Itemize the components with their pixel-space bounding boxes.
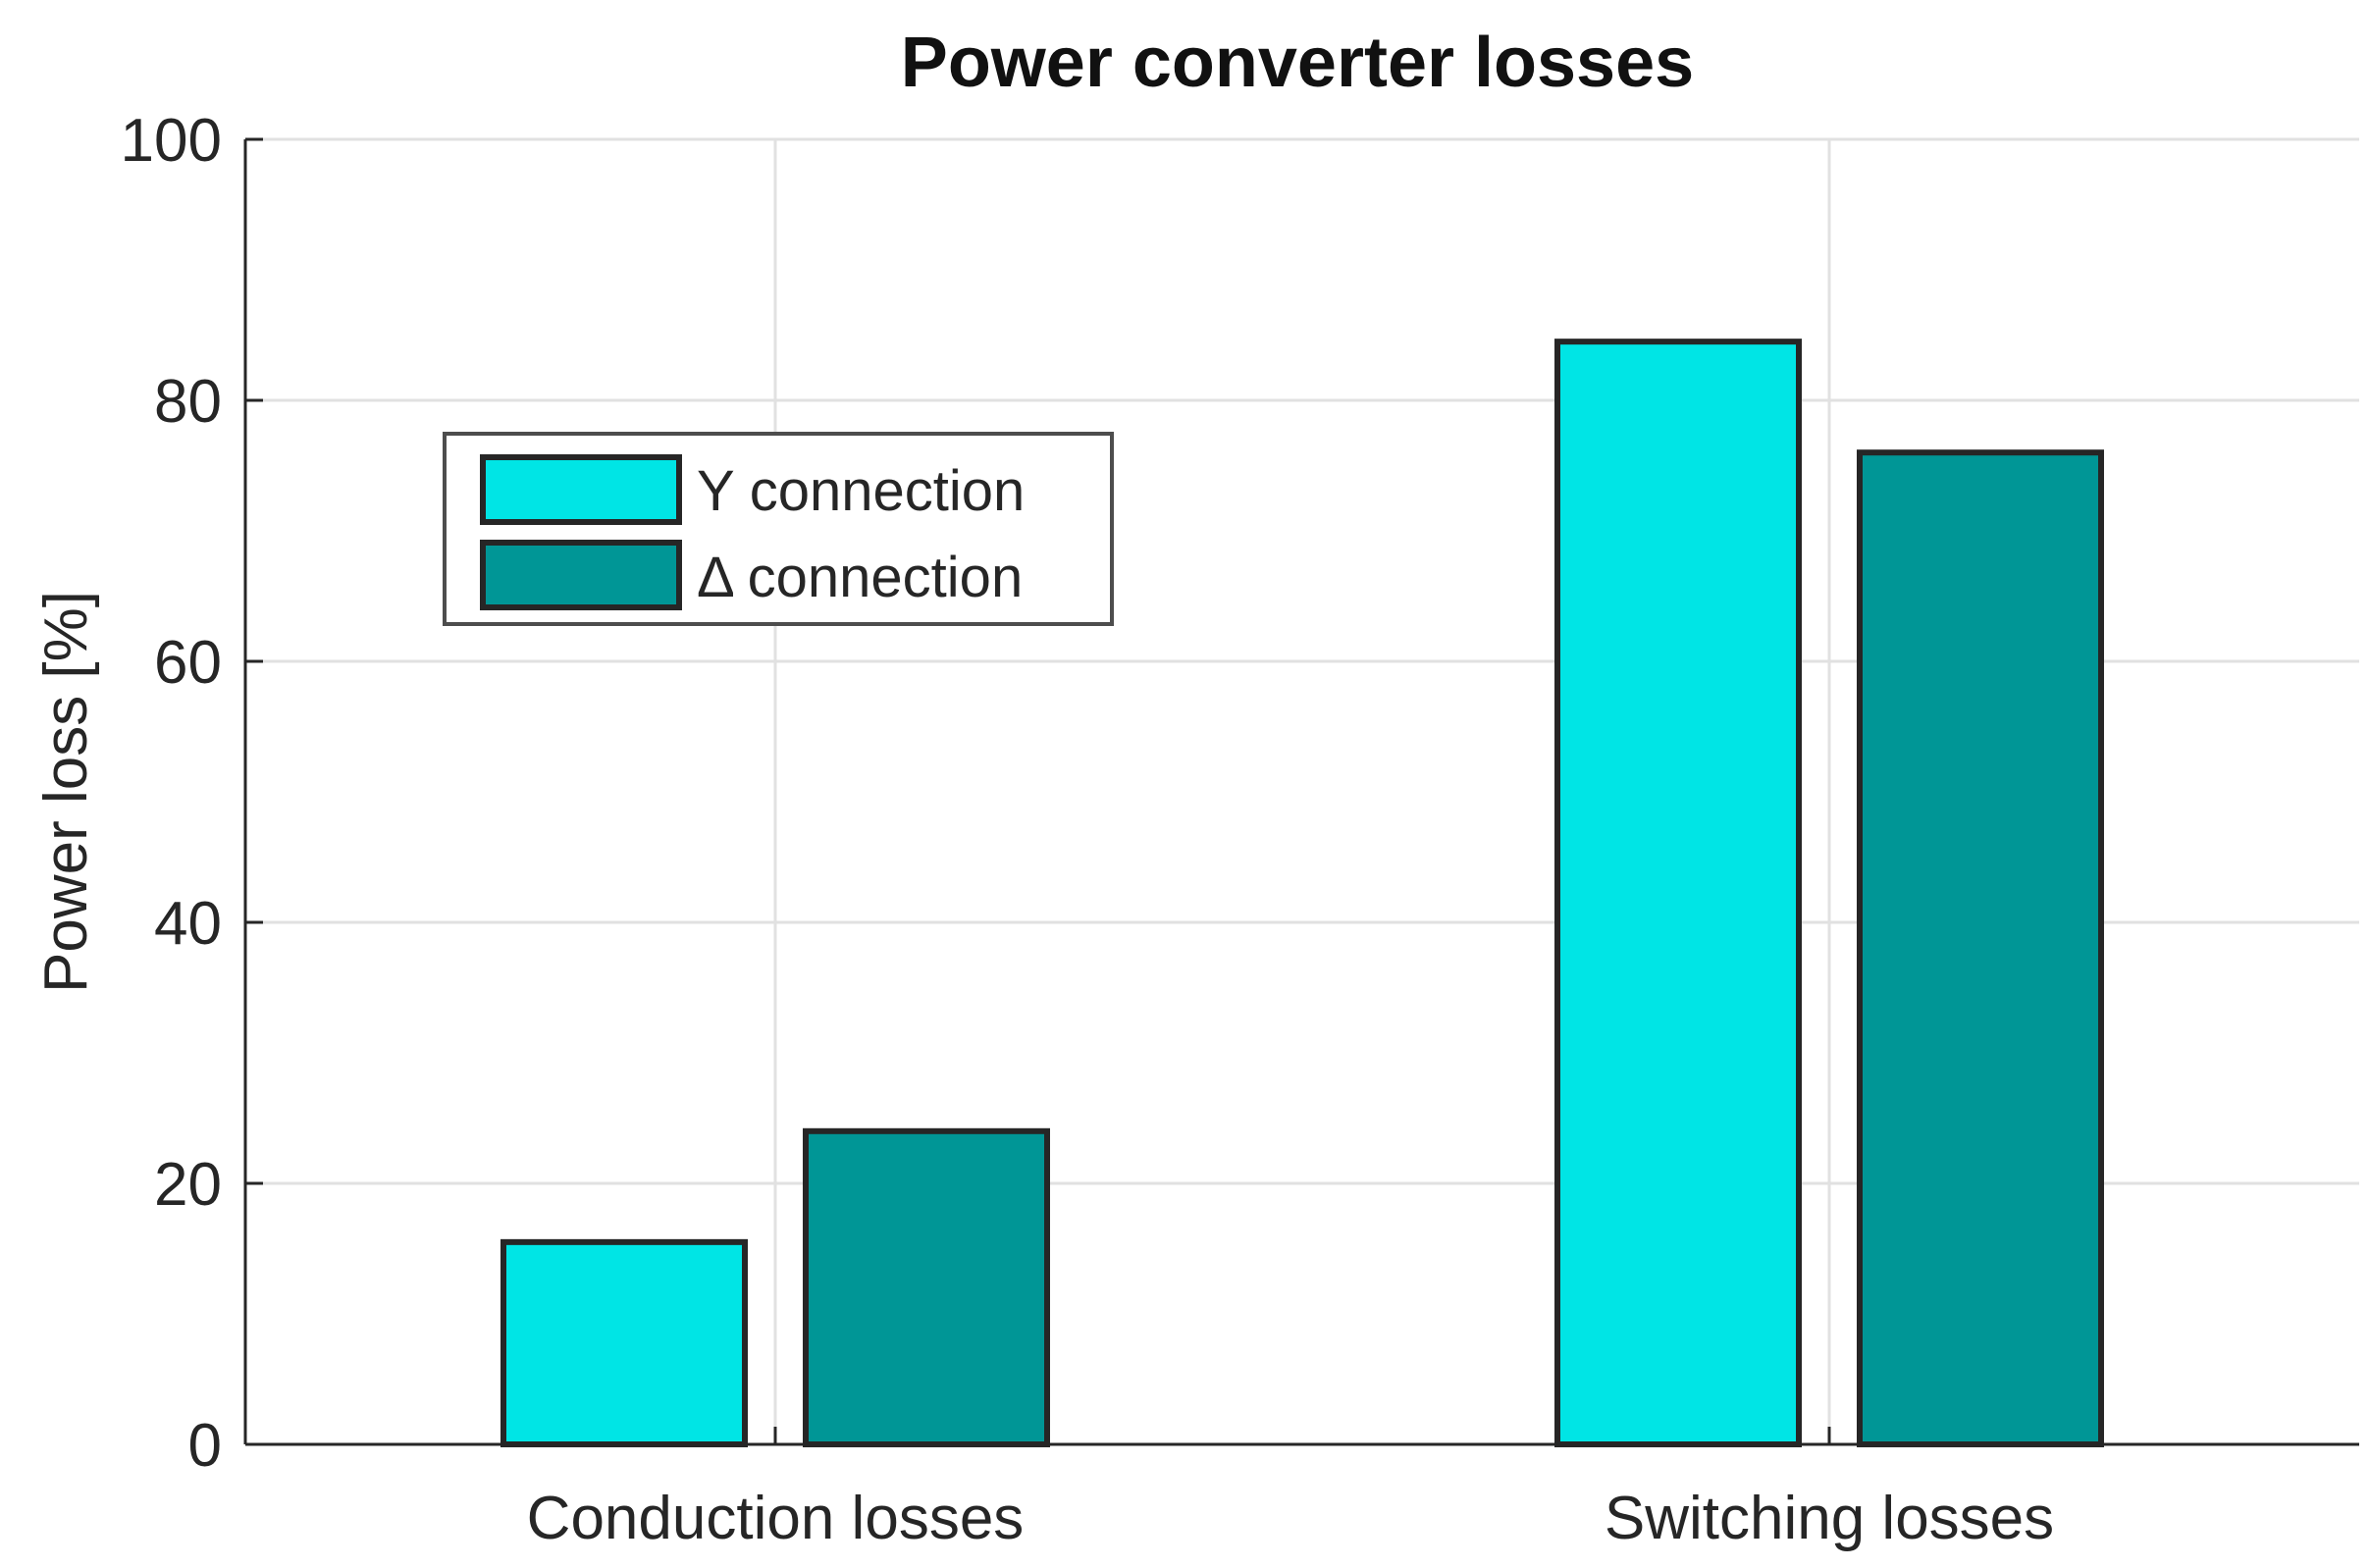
x-tick-label: Conduction losses xyxy=(527,1485,1025,1552)
chart-title: Power converter losses xyxy=(901,24,1694,102)
y-tick-label: 0 xyxy=(188,1412,222,1480)
y-tick-label: 80 xyxy=(154,368,222,436)
bar xyxy=(1857,449,2104,1447)
bar xyxy=(1554,339,1802,1447)
legend-swatch-delta-connection xyxy=(480,540,682,610)
legend: Y connection Δ connection xyxy=(443,432,1114,626)
legend-swatch-y-connection xyxy=(480,454,682,525)
plot-area: 0 20 40 60 80 100 Conduction losses Switching l… xyxy=(121,107,2359,1552)
y-tick-label: 100 xyxy=(121,107,222,175)
legend-label-y-connection: Y connection xyxy=(697,459,1025,523)
legend-label-delta-connection: Δ connection xyxy=(697,546,1023,609)
grid xyxy=(245,137,2359,1444)
y-tick-label: 40 xyxy=(154,890,222,958)
y-tick-label: 20 xyxy=(154,1151,222,1219)
ticks: 0 20 40 60 80 100 Conduction losses Switching l… xyxy=(121,107,2055,1552)
bar xyxy=(803,1127,1050,1448)
y-tick-label: 60 xyxy=(154,629,222,697)
x-tick-label: Switching losses xyxy=(1605,1485,2054,1552)
bar xyxy=(500,1238,748,1447)
y-axis-label: Power loss [%] xyxy=(32,591,100,993)
